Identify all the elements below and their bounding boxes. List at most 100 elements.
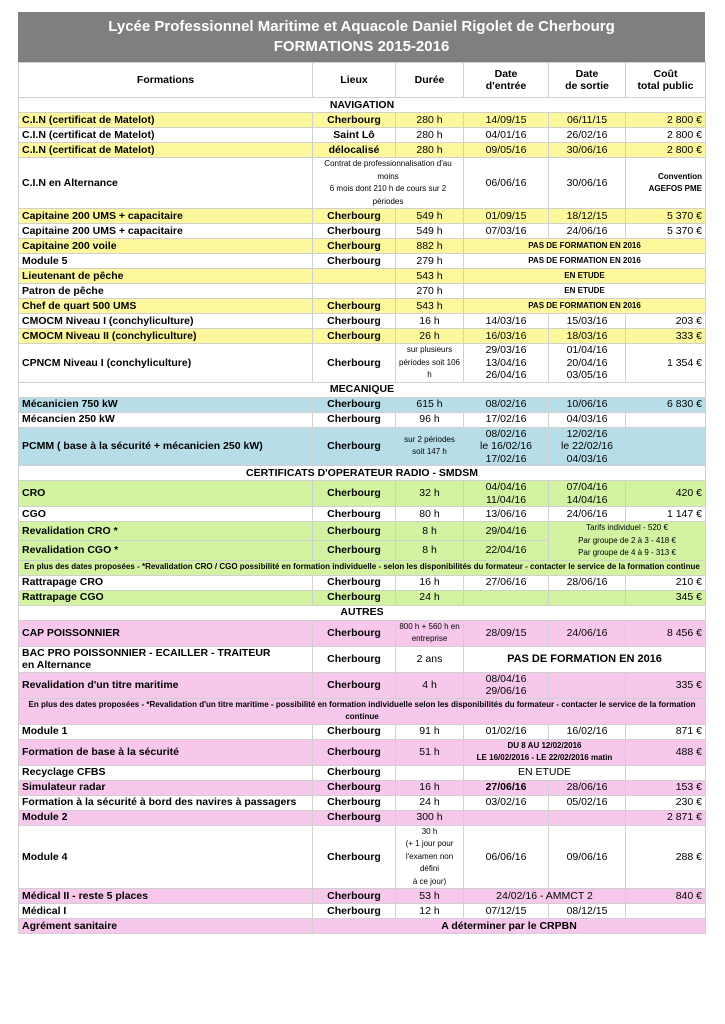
course-row: Médical II - reste 5 places Cherbourg 53 h… [18, 888, 706, 904]
cell [548, 589, 626, 606]
cell: Cherbourg [312, 396, 396, 413]
cell: 543 h [395, 268, 464, 284]
cell: PAS DE FORMATION EN 2016 [463, 645, 706, 673]
cell: 29/04/16 [463, 520, 549, 542]
column-header: Coût total public [625, 62, 706, 98]
cell: sur 2 périodes soit 147 h [395, 426, 464, 466]
course-row: Patron de pêche 270 h EN ETUDE [18, 283, 706, 299]
cell: 280 h [395, 112, 464, 128]
cell: 420 € [625, 480, 706, 507]
course-row: CRO Cherbourg 32 h 04/04/16 11/04/16 07/04/1… [18, 480, 706, 507]
cell: Cherbourg [312, 506, 396, 522]
cell [625, 764, 706, 781]
cell: 153 € [625, 779, 706, 796]
cell: 2 800 € [625, 112, 706, 128]
cell: 24/02/16 - AMMCT 2 [463, 888, 626, 904]
cell: BAC PRO POISSONNIER - ECAILLER - TRAITEU… [18, 645, 313, 673]
cell: C.I.N (certificat de Matelot) [18, 112, 313, 128]
section-title: MECANIQUE [18, 381, 706, 398]
course-row: Formation à la sécurité à bord des navir… [18, 794, 706, 811]
cell: Cherbourg [312, 738, 396, 766]
cell: Simulateur radar [18, 779, 313, 796]
cell: 16/02/16 [548, 723, 626, 740]
cell: Cherbourg [312, 426, 396, 466]
cell: 07/04/16 14/04/16 [548, 480, 626, 507]
cell: 12 h [395, 903, 464, 919]
formations-table: Formations Lieux Durée Date d'entrée Date de… [18, 62, 706, 934]
cell: Cherbourg [312, 645, 396, 673]
cell: 8 h [395, 540, 464, 561]
cell: Cherbourg [312, 589, 396, 606]
cell: 16 h [395, 574, 464, 591]
cell: 280 h [395, 127, 464, 143]
cell [463, 809, 549, 826]
cell: Cherbourg [312, 253, 396, 269]
course-row: Formation de base à la sécurité Cherbourg… [18, 738, 706, 766]
cell: 203 € [625, 313, 706, 329]
note-row: En plus des dates proposées - *Revalidat… [18, 697, 706, 725]
cell: Cherbourg [312, 764, 396, 781]
cell: Médical I [18, 903, 313, 919]
cell: 488 € [625, 738, 706, 766]
cell: 22/04/16 [463, 540, 549, 561]
cell: Patron de pêche [18, 283, 313, 299]
cell: 230 € [625, 794, 706, 811]
cell: 882 h [395, 238, 464, 254]
cell: 91 h [395, 723, 464, 740]
course-row: C.I.N (certificat de Matelot) Saint Lô 280… [18, 127, 706, 143]
cell: Cherbourg [312, 328, 396, 344]
cell: 24/06/16 [548, 506, 626, 522]
cell: 28/06/16 [548, 574, 626, 591]
cell: sur plusieurs périodes soit 106 h [395, 343, 464, 383]
course-row: Capitaine 200 UMS + capacitaire Cherbourg… [18, 223, 706, 239]
cell: 30/06/16 [548, 142, 626, 158]
course-row: Simulateur radar Cherbourg 16 h 27/06/16 28/… [18, 779, 706, 796]
cell: Cherbourg [312, 619, 396, 647]
cell: 280 h [395, 142, 464, 158]
cell [463, 589, 549, 606]
cell: C.I.N (certificat de Matelot) [18, 142, 313, 158]
course-row: Module 1 Cherbourg 91 h 01/02/16 16/02/16 871… [18, 723, 706, 740]
section-title: AUTRES [18, 604, 706, 621]
cell: 549 h [395, 208, 464, 224]
cell: Cherbourg [312, 779, 396, 796]
cell: Saint Lô [312, 127, 396, 143]
cell [625, 426, 706, 466]
header-row: Formations Lieux Durée Date d'entrée Date de… [18, 62, 706, 98]
cell: 18/12/15 [548, 208, 626, 224]
cell: 279 h [395, 253, 464, 269]
cell: 543 h [395, 298, 464, 314]
cell: CMOCM Niveau II (conchyliculture) [18, 328, 313, 344]
course-row: Rattrapage CRO Cherbourg 16 h 27/06/16 28/06… [18, 574, 706, 591]
cell: Module 5 [18, 253, 313, 269]
course-row: Recyclage CFBS Cherbourg EN ETUDE [18, 764, 706, 781]
cell: Tarifs individuel - 520 € Par groupe de … [548, 521, 706, 561]
cell: 333 € [625, 328, 706, 344]
cell: 08/02/16 le 16/02/16 17/02/16 [463, 426, 549, 466]
cell: 6 830 € [625, 396, 706, 413]
cell: Cherbourg [312, 794, 396, 811]
cell: Rattrapage CGO [18, 589, 313, 606]
note: En plus des dates proposées - *Revalidat… [18, 559, 706, 576]
course-row: C.I.N en Alternance Contrat de profession… [18, 157, 706, 209]
title-band: Lycée Professionnel Maritime et Aquacole… [18, 12, 705, 62]
cell: 14/03/16 [463, 313, 549, 329]
cell: 300 h [395, 809, 464, 826]
cell: 08/02/16 [463, 396, 549, 413]
cell: 01/09/15 [463, 208, 549, 224]
cell: Revalidation d'un titre maritime [18, 671, 313, 699]
cell: CRO [18, 480, 313, 507]
cell: Capitaine 200 UMS + capacitaire [18, 223, 313, 239]
cell: Formation à la sécurité à bord des navir… [18, 794, 313, 811]
cell: 08/04/16 29/06/16 [463, 671, 549, 699]
cell: Cherbourg [312, 671, 396, 699]
cell: 09/06/16 [548, 824, 626, 889]
cell: 01/02/16 [463, 723, 549, 740]
course-row: Mécancien 250 kW Cherbourg 96 h 17/02/16 04/… [18, 411, 706, 428]
cell: 13/06/16 [463, 506, 549, 522]
cell: 29/03/16 13/04/16 26/04/16 [463, 343, 549, 383]
cell: 01/04/16 20/04/16 03/05/16 [548, 343, 626, 383]
cell: 14/09/15 [463, 112, 549, 128]
cell: Cherbourg [312, 343, 396, 383]
course-row: CPNCM Niveau I (conchyliculture) Cherbour… [18, 343, 706, 383]
